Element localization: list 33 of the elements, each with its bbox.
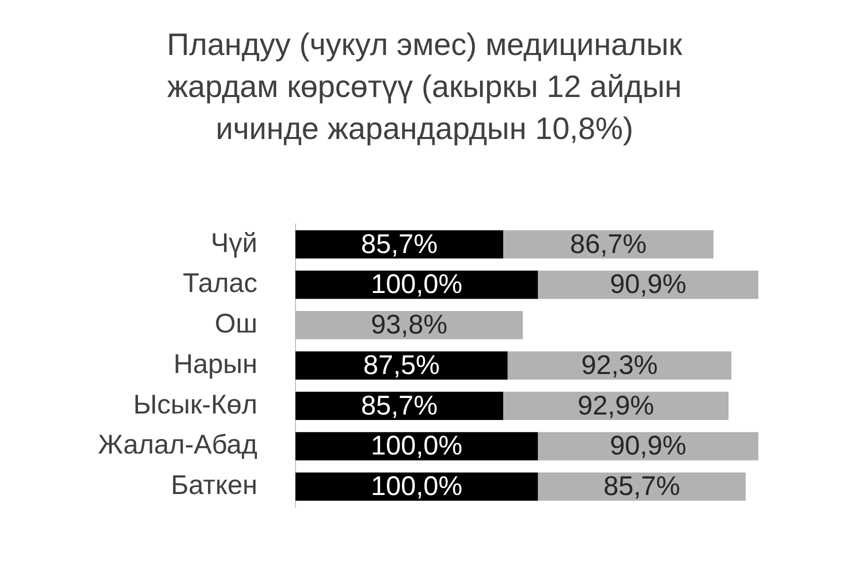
bar xyxy=(295,270,538,299)
bar xyxy=(508,351,732,380)
bar xyxy=(295,311,523,340)
data-label: 100,0% xyxy=(370,430,462,461)
y-tick-label: Баткен xyxy=(170,470,258,500)
y-tick-label: Ош xyxy=(214,308,258,339)
bar xyxy=(503,392,729,420)
bar xyxy=(503,230,714,259)
y-tick-label: Ысык-Көл xyxy=(133,389,258,420)
y-tick-label: Жалал-Абад xyxy=(98,430,258,460)
y-tick-label: Нарын xyxy=(174,348,258,379)
data-label: 90,9% xyxy=(610,269,686,300)
data-label: 100,0% xyxy=(370,471,462,502)
data-label: 100,0% xyxy=(370,269,462,300)
bar xyxy=(295,392,504,420)
y-tick-label: Талас xyxy=(182,268,258,298)
data-label: 92,3% xyxy=(581,350,658,380)
data-label: 92,9% xyxy=(578,390,654,420)
bar xyxy=(538,432,758,460)
data-label: 85,7% xyxy=(361,390,438,420)
data-label: 87,5% xyxy=(363,350,440,380)
data-label: 90,9% xyxy=(610,430,686,461)
bar xyxy=(295,230,504,259)
bar xyxy=(295,432,538,460)
bar xyxy=(538,472,746,501)
data-label: 85,7% xyxy=(604,471,680,502)
bar xyxy=(295,351,508,380)
data-label: 86,7% xyxy=(570,228,647,259)
data-label: 93,8% xyxy=(370,310,448,340)
y-tick-label: Чүй xyxy=(210,228,258,258)
data-label: 85,7% xyxy=(361,228,438,259)
bar xyxy=(538,270,758,299)
chart-title: Пландуу (чукул эмес) медициналык жардам көрсөтүү (акыркы 12 айдын ичинде жарандардын 10,8%) xyxy=(166,26,684,148)
